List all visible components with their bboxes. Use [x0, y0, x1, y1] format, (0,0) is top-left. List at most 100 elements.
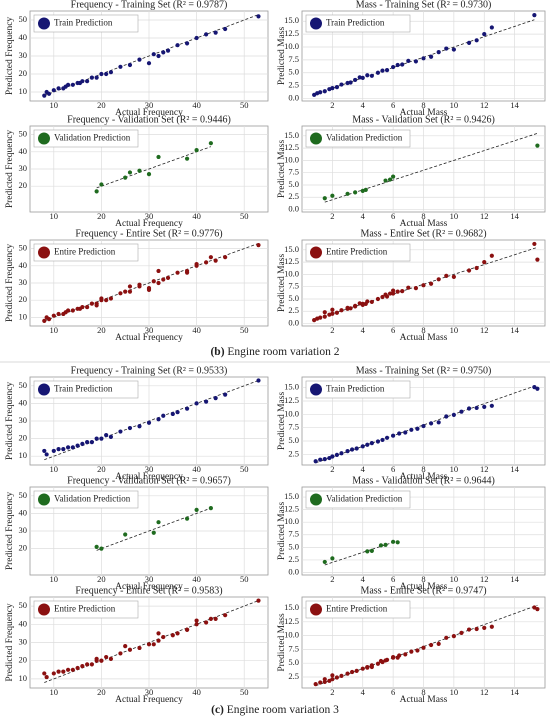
x-tick-label: 4 [361, 464, 366, 474]
scatter-point [421, 645, 426, 650]
x-tick-label: 14 [510, 325, 519, 335]
scatter-point [330, 311, 335, 316]
scatter-point [345, 191, 350, 196]
scatter-point [61, 669, 66, 674]
scatter-point [165, 275, 171, 280]
x-axis-label: Actual Frequency [115, 695, 183, 705]
scatter-point [383, 658, 388, 663]
x-axis-label: Actual Frequency [115, 333, 183, 343]
scatter-point [165, 48, 171, 53]
y-tick-label: 20 [19, 655, 28, 665]
scatter-point [56, 447, 61, 452]
scatter-point [400, 62, 405, 67]
scatter-point [123, 532, 128, 537]
scatter-point [369, 664, 374, 670]
scatter-point [127, 289, 133, 294]
scatter-point [395, 655, 400, 660]
scatter-point [184, 156, 190, 161]
x-tick-label: 40 [192, 100, 201, 110]
scatter-point [466, 40, 472, 45]
scatter-point [85, 304, 90, 310]
scatter-point [354, 446, 359, 451]
scatter-point [369, 73, 374, 78]
scatter-point [75, 665, 80, 671]
chart-title: Frequency - Validation Set (R² = 0.9446) [67, 114, 231, 125]
scatter-point [400, 289, 405, 294]
x-tick-label: 14 [510, 687, 519, 697]
y-tick-label: 30 [19, 415, 28, 425]
x-axis-label: Actual Mass [400, 472, 448, 482]
chart-title: Mass - Entire Set (R² = 0.9682) [360, 228, 486, 239]
y-tick-label: 10.0 [284, 268, 299, 278]
scatter-point [532, 13, 537, 18]
scatter-point [451, 634, 456, 639]
y-tick-label: 2.5 [288, 448, 299, 458]
scatter-point [444, 635, 449, 640]
scatter-point [94, 436, 99, 441]
legend-marker [38, 493, 50, 506]
x-axis-label: Actual Mass [400, 219, 448, 229]
scatter-point [70, 445, 75, 450]
scatter-point [51, 313, 56, 318]
scatter-point [194, 35, 199, 41]
scatter-point [123, 175, 128, 180]
y-tick-label: 40 [19, 507, 28, 517]
scatter-point [204, 260, 209, 265]
scatter-point [375, 70, 381, 75]
y-tick-label: 15.0 [284, 382, 299, 392]
scatter-point [56, 669, 61, 674]
y-tick-label: 2.5 [288, 554, 299, 564]
legend-label: Train Prediction [326, 384, 385, 394]
reference-line [324, 540, 398, 566]
scatter-point [330, 673, 335, 678]
y-tick-label: 40 [19, 146, 28, 156]
scatter-point [489, 403, 494, 408]
scatter-point [194, 507, 199, 512]
reference-line [96, 507, 212, 551]
scatter-point [184, 270, 190, 275]
x-tick-label: 10 [50, 211, 59, 221]
x-tick-label: 12 [480, 211, 489, 221]
scatter-point [403, 652, 408, 657]
scatter-point [391, 655, 396, 660]
x-tick-label: 6 [391, 464, 395, 474]
scatter-point [375, 439, 381, 444]
scatter-point [459, 409, 464, 414]
scatter-point [330, 86, 335, 91]
caption-label: (b) [210, 346, 224, 358]
y-tick-label: 15.0 [284, 130, 299, 140]
scatter-point [104, 654, 109, 660]
x-tick-label: 2 [330, 574, 334, 584]
x-tick-label: 40 [192, 687, 201, 697]
legend-box [305, 600, 411, 619]
legend-box [33, 380, 139, 399]
y-tick-label: 5.0 [288, 179, 299, 189]
x-axis-label: Actual Frequency [115, 219, 183, 229]
x-tick-label: 20 [97, 325, 106, 335]
y-tick-label: 12.5 [284, 616, 299, 626]
scatter-point [365, 73, 370, 78]
scatter-point [444, 273, 449, 278]
y-tick-label: 10 [19, 86, 28, 96]
x-tick-label: 10 [450, 100, 459, 110]
y-tick-label: 10 [19, 311, 28, 321]
scatter-point [156, 638, 161, 643]
x-tick-label: 50 [240, 687, 249, 697]
scatter-point [156, 631, 161, 636]
scatter-point [56, 86, 61, 91]
y-tick-label: 12.5 [284, 256, 299, 266]
scatter-point [353, 77, 358, 83]
y-axis-label: Predicted Mass [277, 392, 287, 451]
scatter-point [256, 378, 261, 383]
scatter-point [330, 677, 335, 682]
scatter-point [94, 544, 99, 549]
scatter-point [378, 543, 384, 548]
scatter-point [80, 79, 85, 84]
x-tick-label: 10 [450, 574, 459, 584]
y-tick-label: 50 [19, 14, 28, 24]
scatter-point [360, 444, 365, 449]
scatter-point [94, 189, 99, 194]
scatter-point [65, 308, 71, 313]
y-axis-label: Predicted Frequency [5, 130, 15, 209]
scatter-point [161, 277, 166, 282]
